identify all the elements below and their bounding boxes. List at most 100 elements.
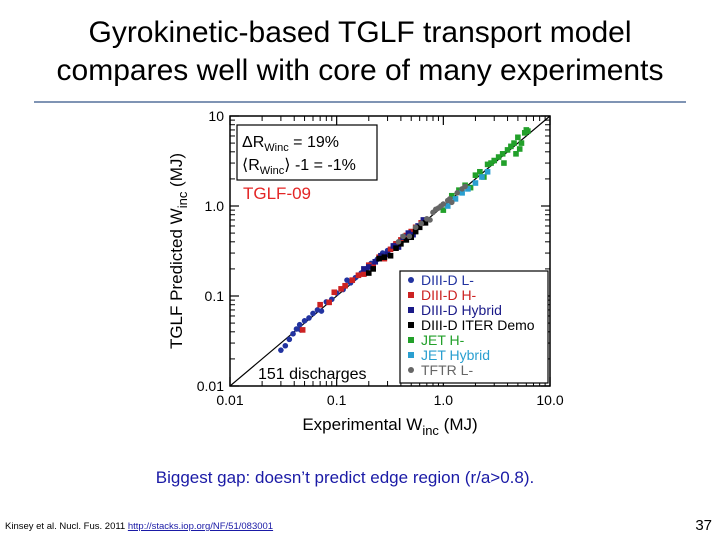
data-point xyxy=(412,228,419,235)
data-point xyxy=(349,277,356,283)
data-point xyxy=(306,315,312,321)
legend-label: JET Hybrid xyxy=(421,347,490,363)
data-point xyxy=(398,241,404,247)
slide-caption: Biggest gap: doesn’t predict edge region… xyxy=(155,468,535,487)
data-point xyxy=(516,146,523,152)
y-axis-label: TGLF Predicted Winc (MJ) xyxy=(167,153,190,349)
data-point xyxy=(440,207,447,213)
legend-marker xyxy=(408,337,414,343)
legend-marker xyxy=(408,367,414,373)
data-point xyxy=(447,196,453,202)
legend-label: DIII-D Hybrid xyxy=(421,302,502,318)
legend-label: DIII-D ITER Demo xyxy=(421,317,535,333)
data-point xyxy=(433,206,439,213)
data-point xyxy=(361,266,367,272)
data-point xyxy=(393,245,399,251)
plot-frame xyxy=(229,115,551,387)
title-line-1: Gyrokinetic-based TGLF transport model xyxy=(88,16,632,49)
model-label: TGLF-09 xyxy=(243,184,311,203)
legend-marker xyxy=(408,322,414,328)
x-tick-label: 1.0 xyxy=(434,392,454,408)
reference-text: Kinsey et al. Nucl. Fus. 2011 xyxy=(5,521,128,532)
data-point xyxy=(299,327,306,333)
data-point xyxy=(484,168,491,175)
stat-line-1: ΔRWinc = 19% xyxy=(242,134,339,154)
x-tick-label: 0.01 xyxy=(216,392,243,408)
legend-label: DIII-D L- xyxy=(421,272,474,288)
data-point xyxy=(484,161,491,168)
data-point xyxy=(420,217,427,223)
data-point xyxy=(365,264,372,270)
y-tick-label: 0.1 xyxy=(205,288,225,304)
legend-marker xyxy=(408,307,414,313)
series-diii-d-iter-demo xyxy=(365,220,429,276)
scatter-chart: 0.010.010.10.11.01.010.010 ΔRWinc = 19% … xyxy=(167,108,564,438)
data-point xyxy=(418,220,424,227)
data-point xyxy=(290,331,296,337)
data-point xyxy=(521,130,528,136)
x-axis-label: Experimental Winc (MJ) xyxy=(302,415,477,438)
data-point xyxy=(395,239,402,245)
data-point xyxy=(365,270,372,276)
data-point xyxy=(405,230,412,236)
data-point xyxy=(342,282,348,289)
data-point xyxy=(338,286,344,292)
data-point xyxy=(387,246,394,253)
slide-title: Gyrokinetic-based TGLF transport model c… xyxy=(0,14,720,90)
data-point xyxy=(511,140,517,146)
legend-box xyxy=(399,270,549,384)
stats-box xyxy=(236,124,378,181)
data-point xyxy=(378,252,384,259)
data-point xyxy=(513,151,519,157)
data-point xyxy=(444,203,451,209)
data-point xyxy=(355,272,362,279)
data-point xyxy=(293,326,300,332)
data-point xyxy=(416,224,423,231)
data-point xyxy=(406,233,413,240)
data-point xyxy=(301,318,308,324)
legend-marker xyxy=(408,277,414,283)
data-point xyxy=(452,196,459,202)
reference-link[interactable]: http://stacks.iop.org/NF/51/083001 xyxy=(127,521,274,532)
data-point xyxy=(387,252,394,259)
data-point xyxy=(448,192,455,199)
data-point xyxy=(282,342,289,349)
data-point xyxy=(361,271,367,277)
title-divider xyxy=(34,101,686,103)
data-point xyxy=(376,255,382,262)
x-tick-label: 0.1 xyxy=(327,392,347,408)
data-point xyxy=(479,174,485,180)
data-point xyxy=(465,186,471,192)
data-point xyxy=(408,228,415,235)
data-point xyxy=(326,299,332,306)
legend-label: TFTR L- xyxy=(421,362,473,378)
data-point xyxy=(296,321,303,328)
data-point xyxy=(459,190,465,196)
data-point xyxy=(472,180,479,186)
data-point xyxy=(331,289,338,296)
data-point xyxy=(462,183,468,190)
data-point xyxy=(422,220,429,226)
data-point xyxy=(384,251,391,258)
discharges-label: 151 discharges xyxy=(258,366,367,383)
data-point xyxy=(317,301,323,308)
legend-label: JET H- xyxy=(421,332,465,348)
page-number: 37 xyxy=(695,517,712,534)
data-point xyxy=(456,187,462,193)
data-point xyxy=(454,190,461,196)
data-point xyxy=(504,147,511,153)
data-point xyxy=(278,347,284,353)
data-point xyxy=(372,258,379,265)
data-point xyxy=(488,160,494,166)
data-point xyxy=(427,217,433,223)
legend-marker xyxy=(408,292,414,298)
series-tftr-l xyxy=(395,183,468,245)
title-line-2: compares well with core of many experime… xyxy=(56,54,664,87)
data-point xyxy=(499,151,506,157)
y-tick-label: 10 xyxy=(208,108,224,124)
data-point xyxy=(286,336,293,343)
data-point xyxy=(518,140,525,146)
y-tick-label: 1.0 xyxy=(205,198,225,214)
data-point xyxy=(501,160,507,166)
